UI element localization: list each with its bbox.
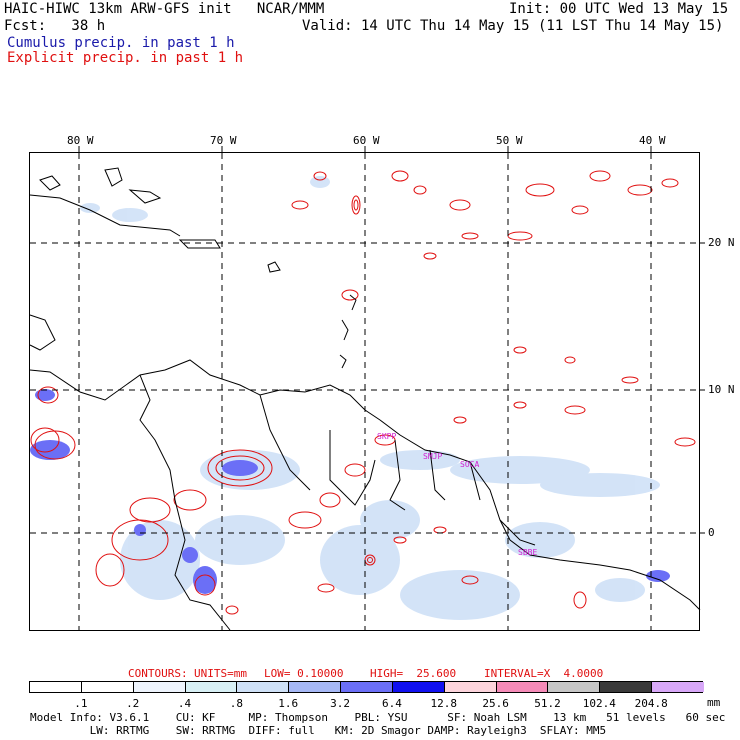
lon-label-50w: 50 W	[496, 134, 523, 147]
lat-label-0: 0	[708, 526, 715, 539]
init-time: Init: 00 UTC Wed 13 May 15	[509, 1, 729, 17]
colorbar-cell	[496, 682, 549, 692]
city-label-skpp: SKPP	[377, 432, 397, 441]
contours-high: HIGH= 25.600	[370, 667, 457, 680]
cumulus-precip-shading	[80, 176, 660, 620]
lon-label-60w: 60 W	[353, 134, 380, 147]
contours-units: UNITS=mm	[194, 667, 247, 680]
coastlines	[29, 167, 701, 631]
lat-label-20n: 20 N	[708, 236, 735, 249]
colorbar-cell	[289, 682, 342, 692]
colorbar-level-label: 102.4	[582, 697, 616, 710]
colorbar-level-label: 12.8	[430, 697, 458, 710]
lat-label-10n: 10 N	[708, 383, 735, 396]
colorbar-cell	[392, 682, 445, 692]
colorbar-level-label: 6.4	[381, 697, 402, 710]
lon-label-80w: 80 W	[67, 134, 94, 147]
colorbar-cell	[81, 682, 134, 692]
city-label-sbbe: SBBE	[518, 548, 538, 557]
city-label-soca: SOCA	[460, 460, 480, 469]
colorbar-level-label: 3.2	[330, 697, 350, 710]
colorbar-cell	[185, 682, 238, 692]
colorbar-cell	[548, 682, 601, 692]
colorbar-cell	[30, 682, 82, 692]
colorbar-cell	[600, 682, 653, 692]
explicit-legend: Explicit precip. in past 1 h	[7, 50, 244, 66]
forecast-hour: Fcst: 38 h	[4, 18, 106, 34]
colorbar	[29, 681, 704, 693]
model-info-line1: Model Info: V3.6.1 CU: KF MP: Thompson P…	[30, 711, 726, 724]
colorbar-cell	[341, 682, 393, 692]
colorbar-level-label: .4	[177, 697, 192, 710]
colorbar-level-label: .8	[229, 697, 243, 710]
valid-time: Valid: 14 UTC Thu 14 May 15 (11 LST Thu …	[302, 18, 724, 34]
lon-label-70w: 70 W	[210, 134, 237, 147]
city-label-smjp: SMJP	[423, 452, 443, 461]
cumulus-legend: Cumulus precip. in past 1 h	[7, 35, 235, 51]
colorbar-level-label: .2	[126, 697, 140, 710]
contours-label: CONTOURS:	[128, 667, 188, 680]
tick-marks	[78, 146, 705, 534]
contours-interval: INTERVAL=X 4.0000	[484, 667, 604, 680]
graticule	[30, 153, 699, 630]
model-info-line2: LW: RRTMG SW: RRTMG DIFF: full KM: 2D Sm…	[30, 724, 607, 737]
colorbar-level-label: .1	[74, 697, 88, 710]
colorbar-level-label: 204.8	[634, 697, 668, 710]
lon-label-40w: 40 W	[639, 134, 666, 147]
colorbar-level-label: 25.6	[482, 697, 509, 710]
colorbar-level-label: 51.2	[534, 697, 561, 710]
colorbar-unit: mm	[707, 696, 721, 709]
contours-low: LOW= 0.10000	[264, 667, 344, 680]
colorbar-cell	[652, 682, 704, 692]
colorbar-cell	[133, 682, 186, 692]
colorbar-cell	[237, 682, 290, 692]
plot-title: HAIC-HIWC 13km ARW-GFS init NCAR/MMM	[4, 1, 325, 17]
colorbar-level-label: 1.6	[278, 697, 299, 710]
colorbar-cell	[444, 682, 497, 692]
